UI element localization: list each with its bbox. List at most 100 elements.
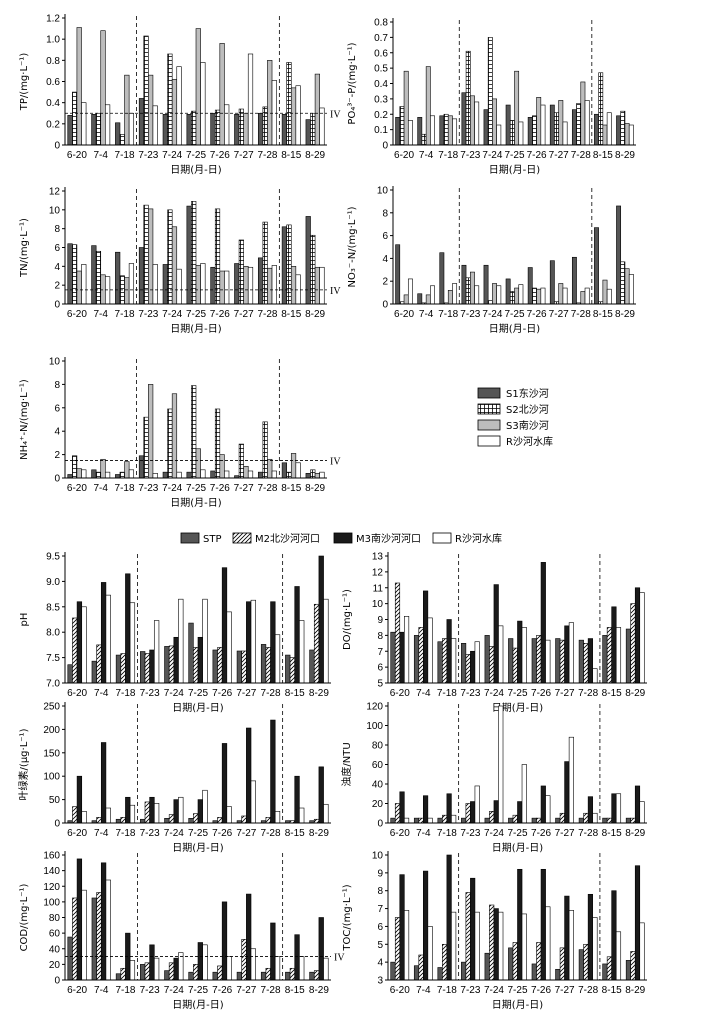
- bar-8-29-s2: [310, 469, 316, 479]
- bar-7-27-s4: [250, 948, 256, 981]
- bar-7-27-s2: [559, 639, 565, 684]
- y-tick-label: 80: [49, 913, 61, 924]
- bar-6-20-s1: [67, 474, 73, 479]
- bar-7-27-s1: [236, 971, 243, 981]
- x-tick-label: 7-24: [484, 985, 504, 996]
- x-tick-label: 7-4: [94, 309, 109, 320]
- bar-7-23-s1: [461, 961, 467, 981]
- x-tick-label: 7-23: [460, 688, 480, 699]
- bar-8-15-s1: [285, 654, 291, 684]
- bar-8-15-s1: [594, 227, 599, 305]
- legend-bottom-label-2: M2北沙河河口: [255, 533, 320, 545]
- bar-7-4-s4: [427, 817, 433, 824]
- y-tick-label: 0.8: [374, 18, 388, 29]
- bar-7-4-s2: [418, 817, 424, 824]
- bar-7-4-s1: [413, 965, 420, 981]
- legend-top-swatch-3: [477, 419, 501, 431]
- bar-7-24-s3: [493, 800, 499, 824]
- x-tick-label: 7-27: [555, 828, 575, 839]
- x-tick-label: 8-29: [309, 828, 329, 839]
- y-tick-label: 100: [43, 897, 60, 908]
- bar-7-4-s4: [105, 276, 111, 305]
- bar-7-26-s2: [536, 817, 542, 824]
- bar-7-25-s1: [188, 818, 194, 824]
- bar-7-24-s4: [178, 796, 184, 824]
- bar-6-20-s3: [76, 27, 82, 146]
- bar-7-25-s4: [521, 764, 527, 824]
- x-axis-title: 日期(月-日): [492, 999, 544, 1011]
- bar-7-4-s3: [100, 742, 107, 824]
- x-tick-label: 6-20: [67, 483, 87, 494]
- bar-8-15-s1: [602, 817, 608, 824]
- legend-top-label-1: S1东沙河: [506, 387, 549, 400]
- bar-8-29-s2: [630, 951, 636, 981]
- bar-7-4-s3: [425, 294, 431, 305]
- bar-7-28-s2: [583, 643, 589, 684]
- x-tick-label: 7-4: [419, 309, 434, 320]
- x-tick-label: 8-29: [615, 150, 635, 161]
- bar-7-28-s1: [260, 644, 267, 684]
- x-tick-label: 7-23: [460, 985, 480, 996]
- bar-7-25-s3: [197, 942, 203, 981]
- bar-8-15-s3: [602, 279, 608, 305]
- bar-7-26-s2: [532, 115, 537, 146]
- y-tick-label: 6: [377, 663, 383, 674]
- bar-7-18-s3: [124, 277, 130, 305]
- bar-7-28-s2: [265, 647, 271, 684]
- bar-7-23-s3: [470, 95, 475, 146]
- bar-6-20-s2: [394, 803, 401, 824]
- legend-top-item-3: S3南沙河: [477, 419, 549, 432]
- bar-7-26-s3: [219, 454, 225, 479]
- bar-7-23-s3: [149, 944, 155, 981]
- bar-7-26-s1: [531, 638, 537, 684]
- bar-7-26-s3: [540, 868, 546, 981]
- bar-7-25-s1: [188, 622, 194, 684]
- bar-7-23-s4: [474, 285, 480, 305]
- bar-7-24-s4: [498, 911, 504, 981]
- y-axis-title: TN/(mg·L⁻¹): [19, 218, 30, 278]
- y-tick-label: 8.0: [46, 628, 60, 639]
- x-tick-label: 8-15: [602, 985, 622, 996]
- bar-7-23-s4: [152, 105, 158, 146]
- bar-7-27-s2: [559, 947, 565, 981]
- bar-7-24-s1: [483, 264, 489, 305]
- x-tick-label: 7-25: [186, 150, 206, 161]
- bar-7-28-s3: [267, 458, 273, 479]
- bar-8-29-s3: [318, 917, 324, 981]
- bar-7-26-s4: [226, 611, 232, 684]
- bar-7-23-s2: [465, 803, 471, 824]
- bar-7-26-s1: [210, 112, 216, 146]
- bar-8-15-s1: [281, 226, 287, 305]
- y-tick-label: 100: [43, 772, 60, 783]
- bar-7-24-s3: [173, 636, 179, 684]
- bar-7-4-s1: [91, 469, 97, 479]
- y-tick-label: 0.4: [46, 98, 60, 109]
- x-tick-label: 7-26: [531, 688, 551, 699]
- x-tick-label: 7-18: [115, 688, 135, 699]
- legend-bottom-item-2: M2北沙河河口: [232, 532, 320, 545]
- x-tick-label: 7-23: [140, 985, 160, 996]
- bar-7-28-s2: [262, 106, 268, 146]
- bar-8-15-s1: [602, 635, 608, 684]
- bar-7-23-s3: [149, 649, 155, 684]
- bar-7-24-s2: [168, 814, 175, 824]
- y-tick-label: 2: [382, 277, 388, 288]
- bar-7-26-s1: [527, 267, 533, 305]
- bar-8-15-s3: [611, 890, 617, 981]
- bar-8-29-s2: [310, 112, 316, 146]
- bar-7-26-s3: [536, 97, 542, 146]
- bar-7-28-s4: [274, 634, 281, 684]
- bar-7-27-s3: [564, 761, 570, 824]
- bar-7-25-s4: [200, 62, 206, 146]
- y-tick-label: 0.1: [374, 125, 388, 136]
- bar-8-15-s3: [294, 934, 300, 981]
- bar-8-15-s1: [281, 114, 287, 146]
- bar-7-27-s4: [247, 266, 254, 305]
- x-tick-label: 8-29: [305, 150, 325, 161]
- bar-7-26-s4: [226, 806, 232, 824]
- legend-bottom-swatch-3: [333, 532, 353, 544]
- legend-bottom-swatch-2: [232, 532, 252, 544]
- bar-7-23-s2: [144, 653, 150, 684]
- y-tick-label: 8: [377, 886, 383, 897]
